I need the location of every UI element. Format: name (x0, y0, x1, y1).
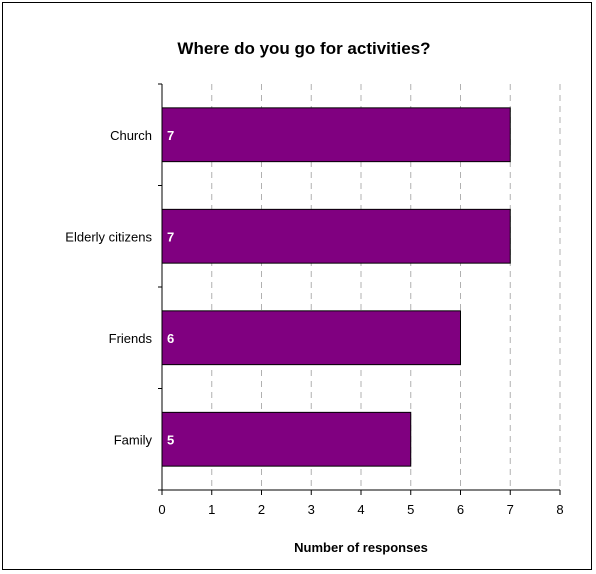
category-labels: Church Elderly citizens Friends Family (65, 128, 152, 448)
x-tick-label: 7 (507, 502, 514, 517)
data-labels: 7 7 6 5 (167, 128, 174, 448)
x-tick-label: 4 (357, 502, 364, 517)
tick-labels: 0 1 2 3 4 5 6 7 8 (158, 502, 563, 517)
category-label: Family (114, 432, 153, 447)
bar-church (161, 107, 511, 163)
x-tick-label: 0 (158, 502, 165, 517)
data-label: 7 (167, 229, 174, 244)
data-label: 5 (167, 432, 174, 447)
chart-frame (2, 2, 592, 570)
category-label: Elderly citizens (65, 229, 152, 244)
chart-title: Where do you go for activities? (177, 39, 430, 58)
x-tick-label: 5 (407, 502, 414, 517)
category-label: Friends (109, 331, 153, 346)
category-label: Church (110, 128, 152, 143)
x-tick-label: 6 (457, 502, 464, 517)
x-tick-label: 3 (308, 502, 315, 517)
x-tick-label: 8 (556, 502, 563, 517)
data-label: 6 (167, 331, 174, 346)
data-label: 7 (167, 128, 174, 143)
axes (158, 83, 561, 495)
x-tick-label: 2 (258, 502, 265, 517)
bar-friends (161, 310, 461, 366)
bar-elderly-citizens (161, 208, 511, 264)
bars (161, 107, 511, 467)
x-axis-title: Number of responses (294, 540, 428, 555)
bar-family (161, 411, 412, 467)
x-tick-label: 1 (208, 502, 215, 517)
